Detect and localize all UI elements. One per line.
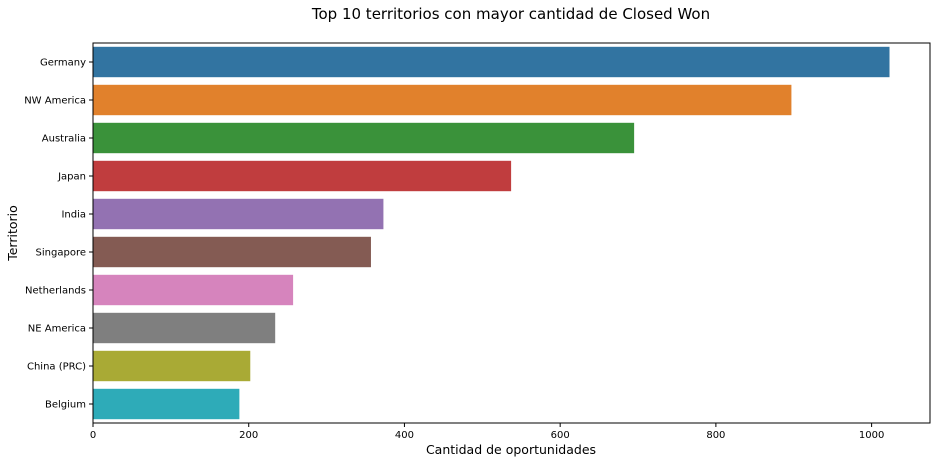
x-tick-label: 800 (706, 430, 725, 441)
y-tick-label: India (61, 210, 86, 221)
bar-china-prc (93, 350, 251, 382)
x-tick-label: 1000 (859, 430, 884, 441)
bar-singapore (93, 236, 371, 268)
bar-netherlands (93, 274, 294, 306)
bar-ne-america (93, 312, 276, 344)
y-tick-label: NE America (28, 324, 86, 335)
y-tick-label: Germany (40, 58, 86, 69)
y-tick-label: NW America (24, 96, 86, 107)
bar-australia (93, 122, 635, 154)
bar-belgium (93, 388, 240, 420)
x-tick-label: 200 (239, 430, 258, 441)
y-tick-label: Australia (42, 134, 86, 145)
y-tick-label: Belgium (45, 400, 86, 411)
x-axis-label: Cantidad de oportunidades (426, 442, 596, 457)
y-axis-ticks: Germany NW America Australia Japan India Sing… (24, 58, 93, 411)
y-tick-label: Netherlands (25, 286, 86, 297)
y-axis-label: Territorio (5, 205, 20, 262)
x-tick-label: 0 (90, 430, 96, 441)
bars-group (93, 46, 890, 420)
x-tick-label: 600 (551, 430, 570, 441)
bar-japan (93, 160, 512, 192)
x-axis-ticks: 0 200 400 600 800 1000 (90, 423, 884, 441)
bar-india (93, 198, 384, 230)
plot-frame (92, 42, 931, 424)
chart-title: Top 10 territorios con mayor cantidad de… (311, 5, 710, 23)
y-tick-label: Japan (57, 172, 86, 183)
y-tick-label: China (PRC) (27, 362, 86, 373)
bar-nw-america (93, 84, 792, 116)
y-tick-label: Singapore (36, 248, 86, 259)
bar-germany (93, 46, 890, 78)
x-tick-label: 400 (395, 430, 414, 441)
